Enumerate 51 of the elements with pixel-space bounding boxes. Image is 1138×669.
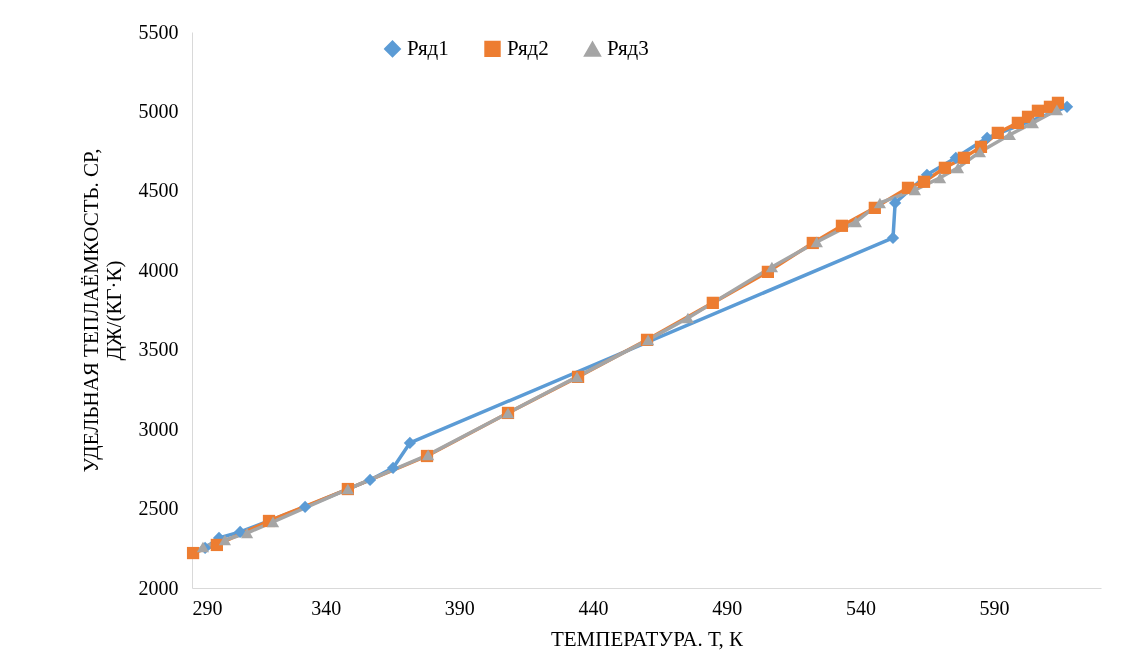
point — [973, 146, 987, 158]
point — [1003, 129, 1016, 141]
legend-label: Ряд1 — [407, 35, 449, 60]
y-tick-label: 4500 — [138, 179, 179, 202]
point — [886, 231, 900, 244]
point — [386, 461, 400, 475]
point — [849, 216, 862, 228]
point — [810, 236, 823, 248]
point — [957, 151, 970, 164]
y-tick-label: 5500 — [138, 20, 179, 43]
point — [363, 473, 377, 487]
legend-label: Ряд3 — [607, 36, 649, 61]
x-tick-label: 590 — [979, 596, 1010, 619]
point — [403, 436, 417, 450]
y-axis-title: УДЕЛЬНАЯ ТЕПЛАЁМКОСТЬ. СР, ДЖ/(КГ·К) — [78, 148, 126, 473]
point — [835, 219, 849, 232]
y-tick-label: 3500 — [138, 338, 179, 361]
point — [938, 161, 951, 174]
x-axis-title: ТЕМПЕРАТУРА. Т, К — [550, 626, 745, 651]
y-tick-label: 2500 — [138, 497, 179, 520]
point — [266, 516, 280, 528]
point — [681, 312, 695, 324]
point — [951, 162, 965, 174]
point — [218, 534, 232, 546]
point — [917, 175, 931, 188]
point — [991, 126, 1004, 139]
point — [980, 131, 994, 144]
y-tick-label: 4000 — [138, 258, 179, 281]
y-tick-label: 3000 — [138, 417, 179, 440]
x-tick-label: 340 — [311, 596, 342, 619]
y-tick-label: 5000 — [138, 99, 179, 122]
point — [933, 172, 947, 184]
point — [234, 525, 247, 539]
point — [1050, 104, 1064, 116]
point — [765, 261, 779, 273]
point — [908, 184, 922, 196]
y-tick-label: 2000 — [138, 576, 179, 599]
x-tick-label: 290 — [192, 596, 223, 619]
point — [706, 296, 719, 309]
point — [1031, 104, 1045, 117]
point — [186, 546, 200, 560]
x-tick-label: 490 — [712, 596, 743, 619]
point — [873, 197, 887, 209]
x-tick-label: 390 — [444, 596, 475, 619]
x-tick-label: 440 — [578, 596, 609, 619]
point — [240, 527, 254, 539]
point — [1026, 117, 1039, 129]
point — [298, 500, 312, 514]
x-tick-label: 540 — [845, 596, 876, 619]
point — [889, 196, 902, 210]
legend-label: Ряд2 — [507, 35, 549, 60]
